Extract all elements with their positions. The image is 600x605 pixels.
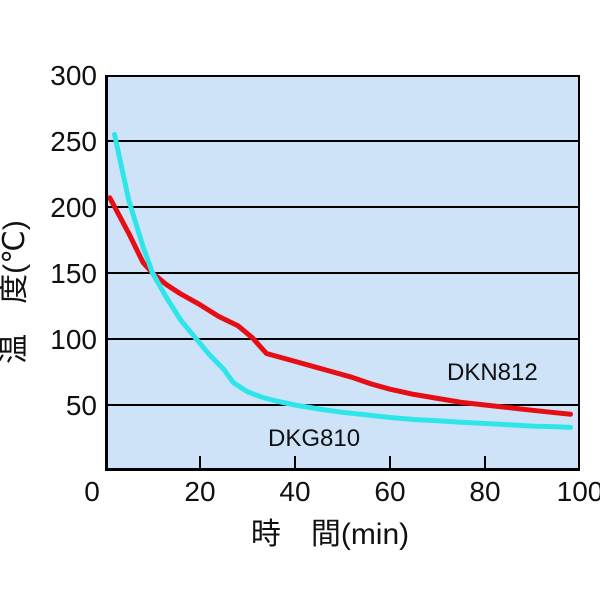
x-tick-label-0: 0: [84, 476, 100, 507]
x-axis-ticks: [199, 456, 486, 468]
y-tick-label-150: 150: [50, 258, 97, 289]
plot-border: [105, 75, 580, 471]
x-axis-tick-labels: 0 20 40 60 80 100: [84, 476, 600, 507]
series-lines: [107, 131, 573, 430]
y-tick-label-300: 300: [50, 60, 97, 91]
x-tick-label-40: 40: [279, 476, 310, 507]
x-tick-label-100: 100: [557, 476, 600, 507]
y-tick-label-200: 200: [50, 192, 97, 223]
x-axis-title: 時 間(min): [251, 518, 409, 551]
y-tick-label-250: 250: [50, 126, 97, 157]
x-tick-label-60: 60: [374, 476, 405, 507]
series-line-dkg810: [112, 131, 573, 430]
y-tick-label-100: 100: [50, 324, 97, 355]
series-line-dkn812: [107, 195, 573, 417]
y-axis-tick-labels: 50 100 150 200 250 300: [50, 60, 97, 421]
x-tick-label-80: 80: [469, 476, 500, 507]
series-label-dkg810: DKG810: [268, 425, 360, 452]
series-label-dkn812: DKN812: [447, 359, 538, 386]
y-axis-title: 温 度(℃): [0, 220, 31, 364]
x-tick-label-20: 20: [184, 476, 215, 507]
y-tick-label-50: 50: [66, 390, 97, 421]
